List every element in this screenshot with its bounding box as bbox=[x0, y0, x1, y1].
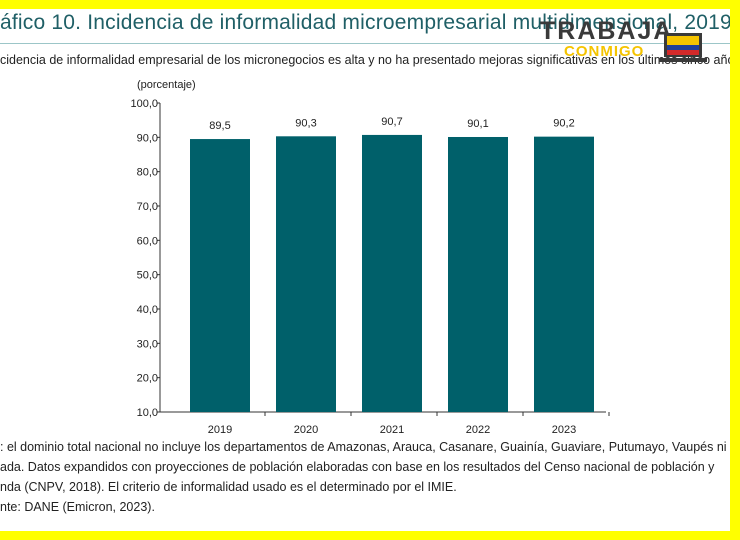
y-tick-label: 20,0 bbox=[137, 373, 158, 385]
data-label-2023: 90,2 bbox=[553, 118, 574, 130]
y-tick-label: 70,0 bbox=[137, 201, 158, 213]
x-tick-label-2021: 2021 bbox=[380, 424, 404, 436]
x-tick-label-2019: 2019 bbox=[208, 424, 232, 436]
data-label-2019: 89,5 bbox=[209, 120, 230, 132]
note-line-2: ada. Datos expandidos con proyecciones d… bbox=[0, 460, 715, 474]
bar-chart: 10,0 20,0 30,0 40,0 50,0 60,0 70,0 80,0 90,0 100,… bbox=[130, 98, 610, 436]
chart-notes: : el dominio total nacional no incluye l… bbox=[0, 437, 730, 517]
y-tick-label: 80,0 bbox=[137, 167, 158, 179]
note-source: nte: DANE (Emicron, 2023). bbox=[0, 500, 155, 514]
bar-2019 bbox=[190, 139, 250, 413]
data-label-2021: 90,7 bbox=[381, 116, 402, 128]
y-tick-label: 40,0 bbox=[137, 304, 158, 316]
y-tick-label: 50,0 bbox=[137, 270, 158, 282]
laptop-flag-icon bbox=[659, 33, 707, 62]
title-divider bbox=[0, 43, 730, 44]
y-tick-label: 30,0 bbox=[137, 338, 158, 350]
x-tick-label-2022: 2022 bbox=[466, 424, 490, 436]
chart-title: áfico 10. Incidencia de informalidad mic… bbox=[0, 11, 730, 34]
watermark-logo: TRABAJA CONMIGO bbox=[540, 17, 710, 69]
watermark-subtext: CONMIGO bbox=[564, 43, 645, 60]
bar-2020 bbox=[276, 136, 336, 412]
x-tick-label-2020: 2020 bbox=[294, 424, 318, 436]
y-tick-label: 60,0 bbox=[137, 235, 158, 247]
note-line-3: nda (CNPV, 2018). El criterio de informa… bbox=[0, 480, 457, 494]
x-tick-label-2023: 2023 bbox=[552, 424, 576, 436]
note-line-1: : el dominio total nacional no incluye l… bbox=[0, 440, 727, 454]
bar-2022 bbox=[448, 136, 508, 412]
bar-2023 bbox=[534, 136, 594, 412]
chart-frame: áfico 10. Incidencia de informalidad mic… bbox=[0, 9, 730, 531]
y-axis-unit-label: (porcentaje) bbox=[137, 79, 196, 91]
y-tick-label: 90,0 bbox=[137, 132, 158, 144]
bar-2021 bbox=[362, 134, 422, 412]
y-tick-label: 10,0 bbox=[137, 407, 158, 419]
data-label-2022: 90,1 bbox=[467, 118, 488, 130]
chart-subtitle: cidencia de informalidad empresarial de … bbox=[0, 53, 730, 67]
watermark-text: TRABAJA bbox=[540, 17, 674, 45]
y-tick-label: 100,0 bbox=[130, 98, 158, 110]
data-label-2020: 90,3 bbox=[295, 117, 316, 129]
